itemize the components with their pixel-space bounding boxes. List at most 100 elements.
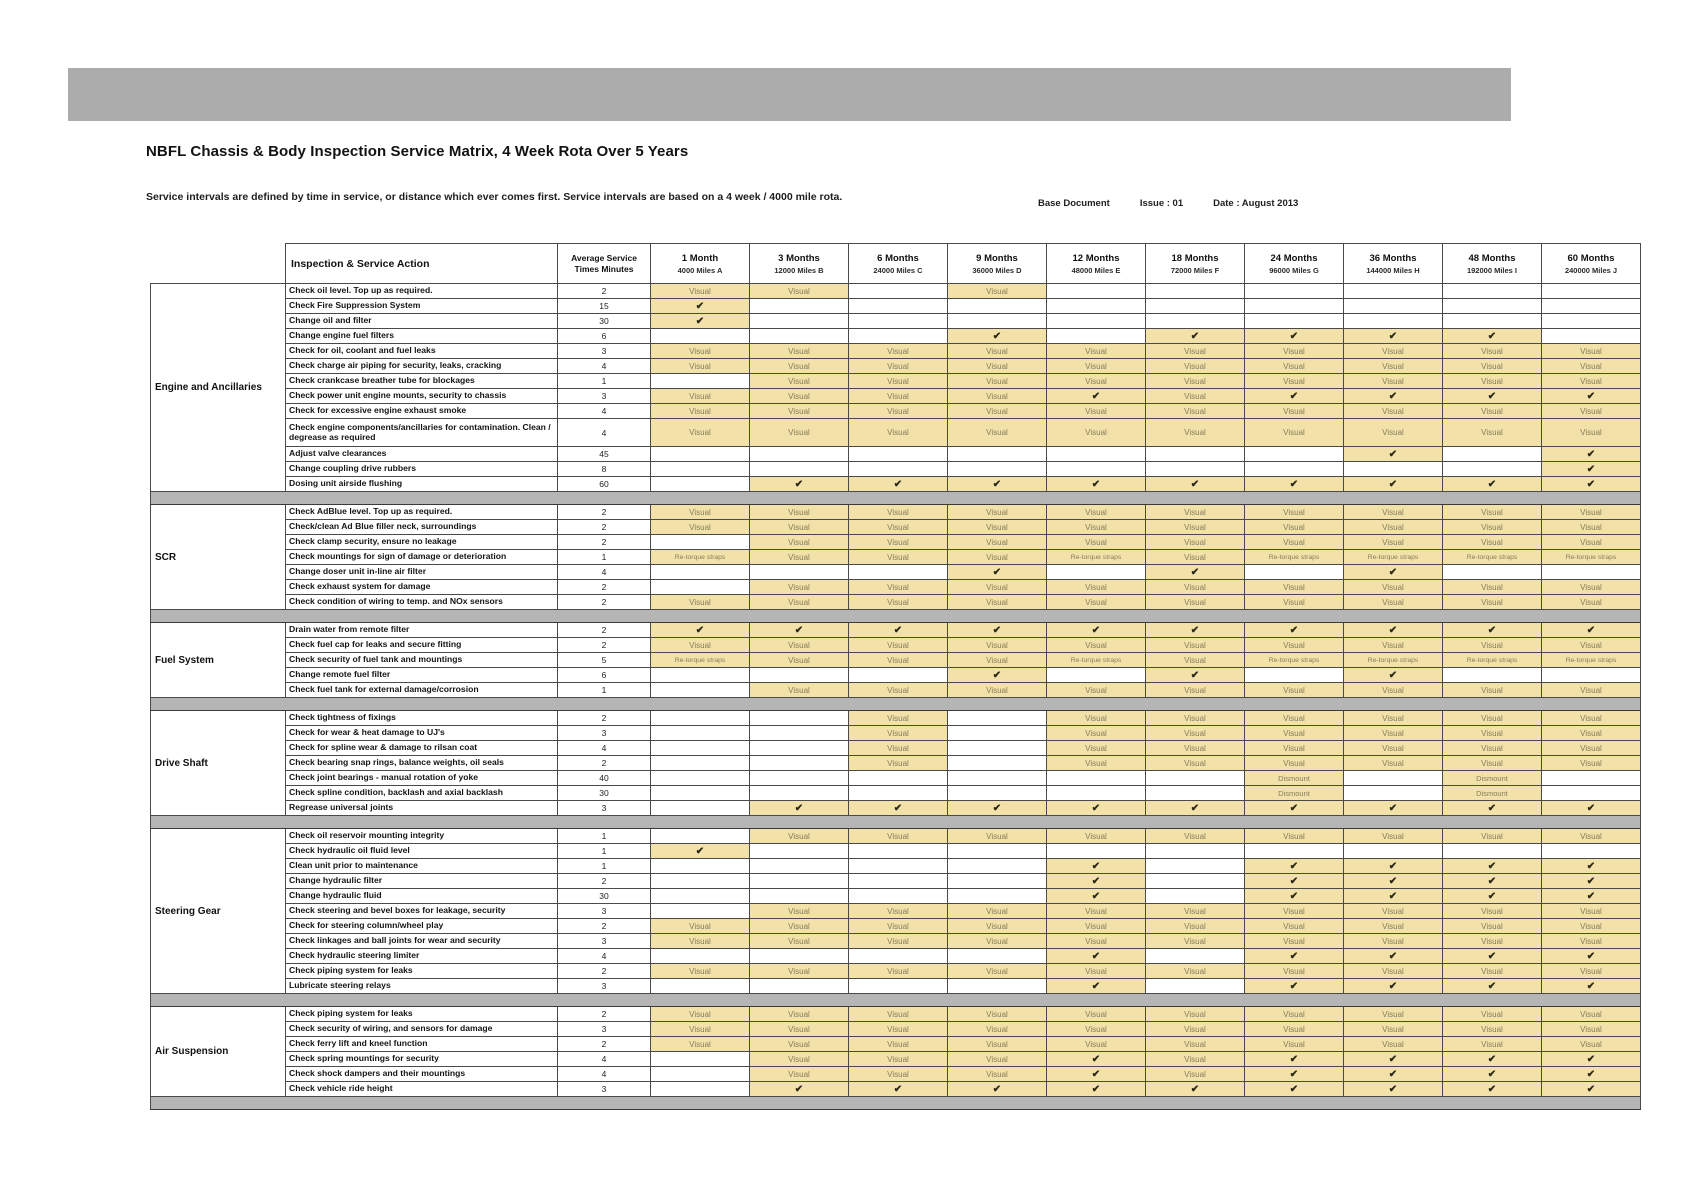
minutes-cell: 4 (557, 358, 651, 374)
service-cell: ✔ (1343, 1066, 1443, 1082)
service-cell: Visual (1046, 1036, 1146, 1052)
service-cell: Visual (1343, 373, 1443, 389)
service-cell: Visual (848, 594, 948, 610)
service-cell (749, 725, 849, 741)
service-cell: ✔ (1541, 388, 1641, 404)
service-cell: Visual (848, 963, 948, 979)
minutes-cell: 2 (557, 918, 651, 934)
service-cell: Visual (1343, 358, 1443, 374)
service-cell: Visual (1145, 828, 1245, 844)
service-cell (1145, 770, 1245, 786)
service-cell: Visual (749, 1021, 849, 1037)
table-row: Check vehicle ride height 3 ✔ ✔ ✔ ✔ ✔ ✔ ✔ ✔ ✔ (151, 1081, 1641, 1097)
interval-period-label: 48 Months (1468, 252, 1516, 264)
service-cell: Visual (1244, 343, 1344, 359)
minutes-cell: 30 (557, 785, 651, 801)
service-cell (1046, 446, 1146, 462)
action-cell: Check crankcase breather tube for blocka… (285, 373, 558, 389)
service-cell: ✔ (1442, 1081, 1542, 1097)
service-cell: ✔ (1343, 328, 1443, 344)
service-cell: ✔ (1442, 978, 1542, 994)
service-cell (650, 1081, 750, 1097)
table-row: Check security of wiring, and sensors fo… (151, 1021, 1641, 1037)
service-cell (1046, 785, 1146, 801)
service-cell: ✔ (947, 667, 1047, 683)
service-cell: Visual (1244, 755, 1344, 771)
service-cell (1343, 785, 1443, 801)
service-cell: Visual (1046, 519, 1146, 535)
service-cell: Visual (947, 1006, 1047, 1022)
service-cell (1442, 298, 1542, 314)
service-cell (650, 461, 750, 477)
service-cell (947, 770, 1047, 786)
service-cell (1145, 461, 1245, 477)
service-cell: Visual (1343, 418, 1443, 447)
service-cell (650, 888, 750, 904)
minutes-cell: 3 (557, 388, 651, 404)
service-matrix-table: Inspection & Service Action Average Servi… (150, 243, 1641, 1110)
minutes-cell: 45 (557, 446, 651, 462)
service-cell: Visual (1442, 1021, 1542, 1037)
service-cell: Visual (749, 1066, 849, 1082)
service-cell: Visual (947, 388, 1047, 404)
interval-miles-label: 144000 Miles H (1366, 265, 1420, 275)
service-cell (848, 564, 948, 580)
service-cell: Visual (1541, 963, 1641, 979)
table-row: Check spring mountings for security 4 Visu… (151, 1051, 1641, 1067)
service-cell: Visual (1442, 682, 1542, 698)
interval-miles-label: 36000 Miles D (972, 265, 1022, 275)
service-cell: Visual (947, 358, 1047, 374)
service-cell (1046, 313, 1146, 329)
service-cell (749, 710, 849, 726)
action-cell: Change doser unit in-line air filter (285, 564, 558, 580)
service-cell (650, 682, 750, 698)
service-cell: ✔ (947, 622, 1047, 638)
service-cell: Visual (947, 963, 1047, 979)
service-cell: ✔ (848, 800, 948, 816)
service-cell (650, 873, 750, 889)
service-cell: Visual (1442, 918, 1542, 934)
interval-miles-label: 96000 Miles G (1269, 265, 1319, 275)
table-row: Drive Shaft Check tightness of fixings 2 Vi… (150, 710, 1641, 816)
table-row: Check fuel tank for external damage/corr… (151, 682, 1641, 698)
service-cell (1442, 446, 1542, 462)
section-separator (150, 609, 1641, 623)
service-cell: Re-torque straps (1541, 652, 1641, 668)
table-row: Check for wear & heat damage to UJ's 3 Vis… (151, 725, 1641, 741)
table-row: Check engine components/ancillaries for … (151, 418, 1641, 447)
minutes-column-header: Average Service Times Minutes (557, 243, 651, 284)
service-cell: ✔ (650, 843, 750, 859)
table-row: Check fuel cap for leaks and secure fitt… (151, 637, 1641, 653)
service-cell: Visual (1046, 933, 1146, 949)
document-meta: Base Document Issue : 01 Date : August 2… (1038, 198, 1298, 209)
table-row: Fuel System Drain water from remote filte… (150, 622, 1641, 698)
table-row: Check for oil, coolant and fuel leaks 3 Vi… (151, 343, 1641, 359)
service-cell: Visual (1046, 1006, 1146, 1022)
service-cell (1343, 843, 1443, 859)
minutes-cell: 4 (557, 740, 651, 756)
minutes-header-line2: Times Minutes (574, 263, 634, 274)
action-cell: Check joint bearings - manual rotation o… (285, 770, 558, 786)
service-cell (1244, 564, 1344, 580)
service-cell (749, 873, 849, 889)
section-separator-row (150, 491, 1641, 505)
service-cell: Visual (1343, 579, 1443, 595)
minutes-cell: 2 (557, 504, 651, 520)
service-cell: ✔ (1046, 476, 1146, 492)
service-cell: ✔ (749, 800, 849, 816)
service-cell (749, 328, 849, 344)
action-column-header: Inspection & Service Action (285, 243, 558, 284)
service-cell (1145, 313, 1245, 329)
service-cell: Re-torque straps (1244, 549, 1344, 565)
action-cell: Drain water from remote filter (285, 622, 558, 638)
section-separator-row (150, 609, 1641, 623)
service-cell (1046, 564, 1146, 580)
service-cell (650, 740, 750, 756)
service-cell: Visual (848, 1021, 948, 1037)
service-cell: ✔ (1541, 622, 1641, 638)
service-cell: Visual (1442, 519, 1542, 535)
service-cell: Visual (947, 637, 1047, 653)
service-cell: Visual (947, 283, 1047, 299)
service-cell (848, 843, 948, 859)
section-separator (150, 1096, 1641, 1110)
